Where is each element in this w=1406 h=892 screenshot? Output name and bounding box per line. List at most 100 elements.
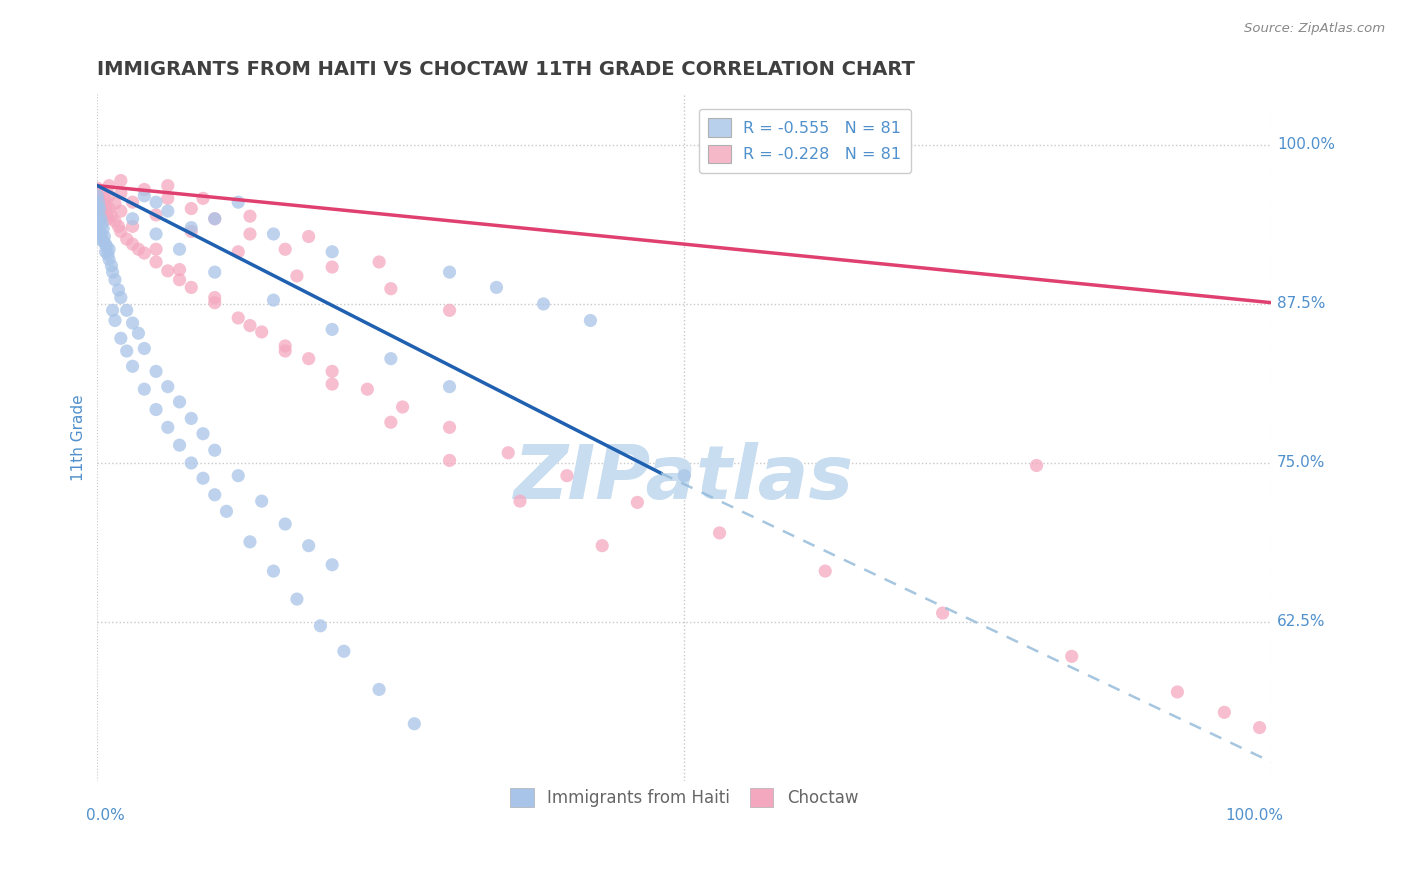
- Point: [673, 468, 696, 483]
- Point: [180, 411, 202, 425]
- Text: Source: ZipAtlas.com: Source: ZipAtlas.com: [1244, 22, 1385, 36]
- Point: [380, 351, 402, 366]
- Point: [204, 295, 226, 310]
- Point: [110, 186, 132, 201]
- Text: 87.5%: 87.5%: [1277, 296, 1326, 311]
- Point: [239, 318, 262, 333]
- Point: [191, 471, 214, 485]
- Point: [98, 189, 121, 203]
- Point: [1249, 721, 1271, 735]
- Point: [204, 211, 226, 226]
- Point: [204, 211, 226, 226]
- Point: [134, 246, 156, 260]
- Point: [169, 262, 191, 277]
- Point: [169, 395, 191, 409]
- Point: [298, 539, 321, 553]
- Point: [274, 339, 297, 353]
- Point: [101, 265, 124, 279]
- Point: [97, 247, 120, 261]
- Point: [121, 219, 143, 234]
- Point: [107, 219, 129, 234]
- Point: [368, 255, 391, 269]
- Point: [156, 191, 179, 205]
- Text: 62.5%: 62.5%: [1277, 615, 1326, 630]
- Point: [156, 178, 179, 193]
- Point: [91, 235, 114, 249]
- Text: IMMIGRANTS FROM HAITI VS CHOCTAW 11TH GRADE CORRELATION CHART: IMMIGRANTS FROM HAITI VS CHOCTAW 11TH GR…: [97, 60, 915, 78]
- Point: [87, 195, 110, 210]
- Point: [250, 494, 273, 508]
- Point: [156, 420, 179, 434]
- Point: [368, 682, 391, 697]
- Point: [86, 189, 108, 203]
- Point: [145, 195, 167, 210]
- Point: [274, 242, 297, 256]
- Point: [191, 191, 214, 205]
- Point: [145, 255, 167, 269]
- Point: [127, 242, 149, 256]
- Point: [134, 189, 156, 203]
- Point: [89, 194, 111, 208]
- Point: [97, 211, 120, 226]
- Point: [404, 716, 426, 731]
- Point: [127, 326, 149, 341]
- Point: [169, 242, 191, 256]
- Point: [439, 420, 461, 434]
- Point: [1060, 649, 1083, 664]
- Point: [191, 426, 214, 441]
- Point: [121, 316, 143, 330]
- Point: [93, 191, 115, 205]
- Point: [309, 619, 332, 633]
- Point: [134, 382, 156, 396]
- Point: [121, 195, 143, 210]
- Point: [96, 240, 118, 254]
- Point: [94, 237, 117, 252]
- Point: [250, 325, 273, 339]
- Point: [145, 364, 167, 378]
- Point: [134, 182, 156, 196]
- Point: [262, 227, 284, 241]
- Point: [509, 494, 531, 508]
- Point: [104, 313, 127, 327]
- Point: [226, 244, 249, 259]
- Point: [86, 199, 108, 213]
- Point: [87, 199, 110, 213]
- Point: [121, 237, 143, 252]
- Point: [101, 303, 124, 318]
- Point: [1166, 685, 1188, 699]
- Point: [709, 525, 731, 540]
- Point: [121, 359, 143, 374]
- Point: [215, 504, 238, 518]
- Point: [180, 456, 202, 470]
- Point: [90, 202, 112, 216]
- Point: [89, 224, 111, 238]
- Y-axis label: 11th Grade: 11th Grade: [72, 394, 86, 481]
- Point: [98, 202, 121, 216]
- Point: [591, 539, 613, 553]
- Point: [180, 202, 202, 216]
- Point: [100, 259, 122, 273]
- Point: [285, 268, 308, 283]
- Point: [115, 303, 138, 318]
- Point: [91, 204, 114, 219]
- Point: [485, 280, 508, 294]
- Point: [555, 468, 578, 483]
- Text: 100.0%: 100.0%: [1225, 808, 1284, 823]
- Point: [145, 242, 167, 256]
- Point: [86, 181, 108, 195]
- Point: [86, 191, 108, 205]
- Point: [145, 402, 167, 417]
- Text: 75.0%: 75.0%: [1277, 456, 1326, 470]
- Point: [87, 186, 110, 201]
- Point: [156, 379, 179, 393]
- Point: [439, 303, 461, 318]
- Point: [391, 400, 413, 414]
- Point: [94, 199, 117, 213]
- Point: [380, 282, 402, 296]
- Point: [439, 379, 461, 393]
- Point: [169, 438, 191, 452]
- Point: [321, 244, 343, 259]
- Point: [321, 558, 343, 572]
- Point: [204, 265, 226, 279]
- Point: [96, 206, 118, 220]
